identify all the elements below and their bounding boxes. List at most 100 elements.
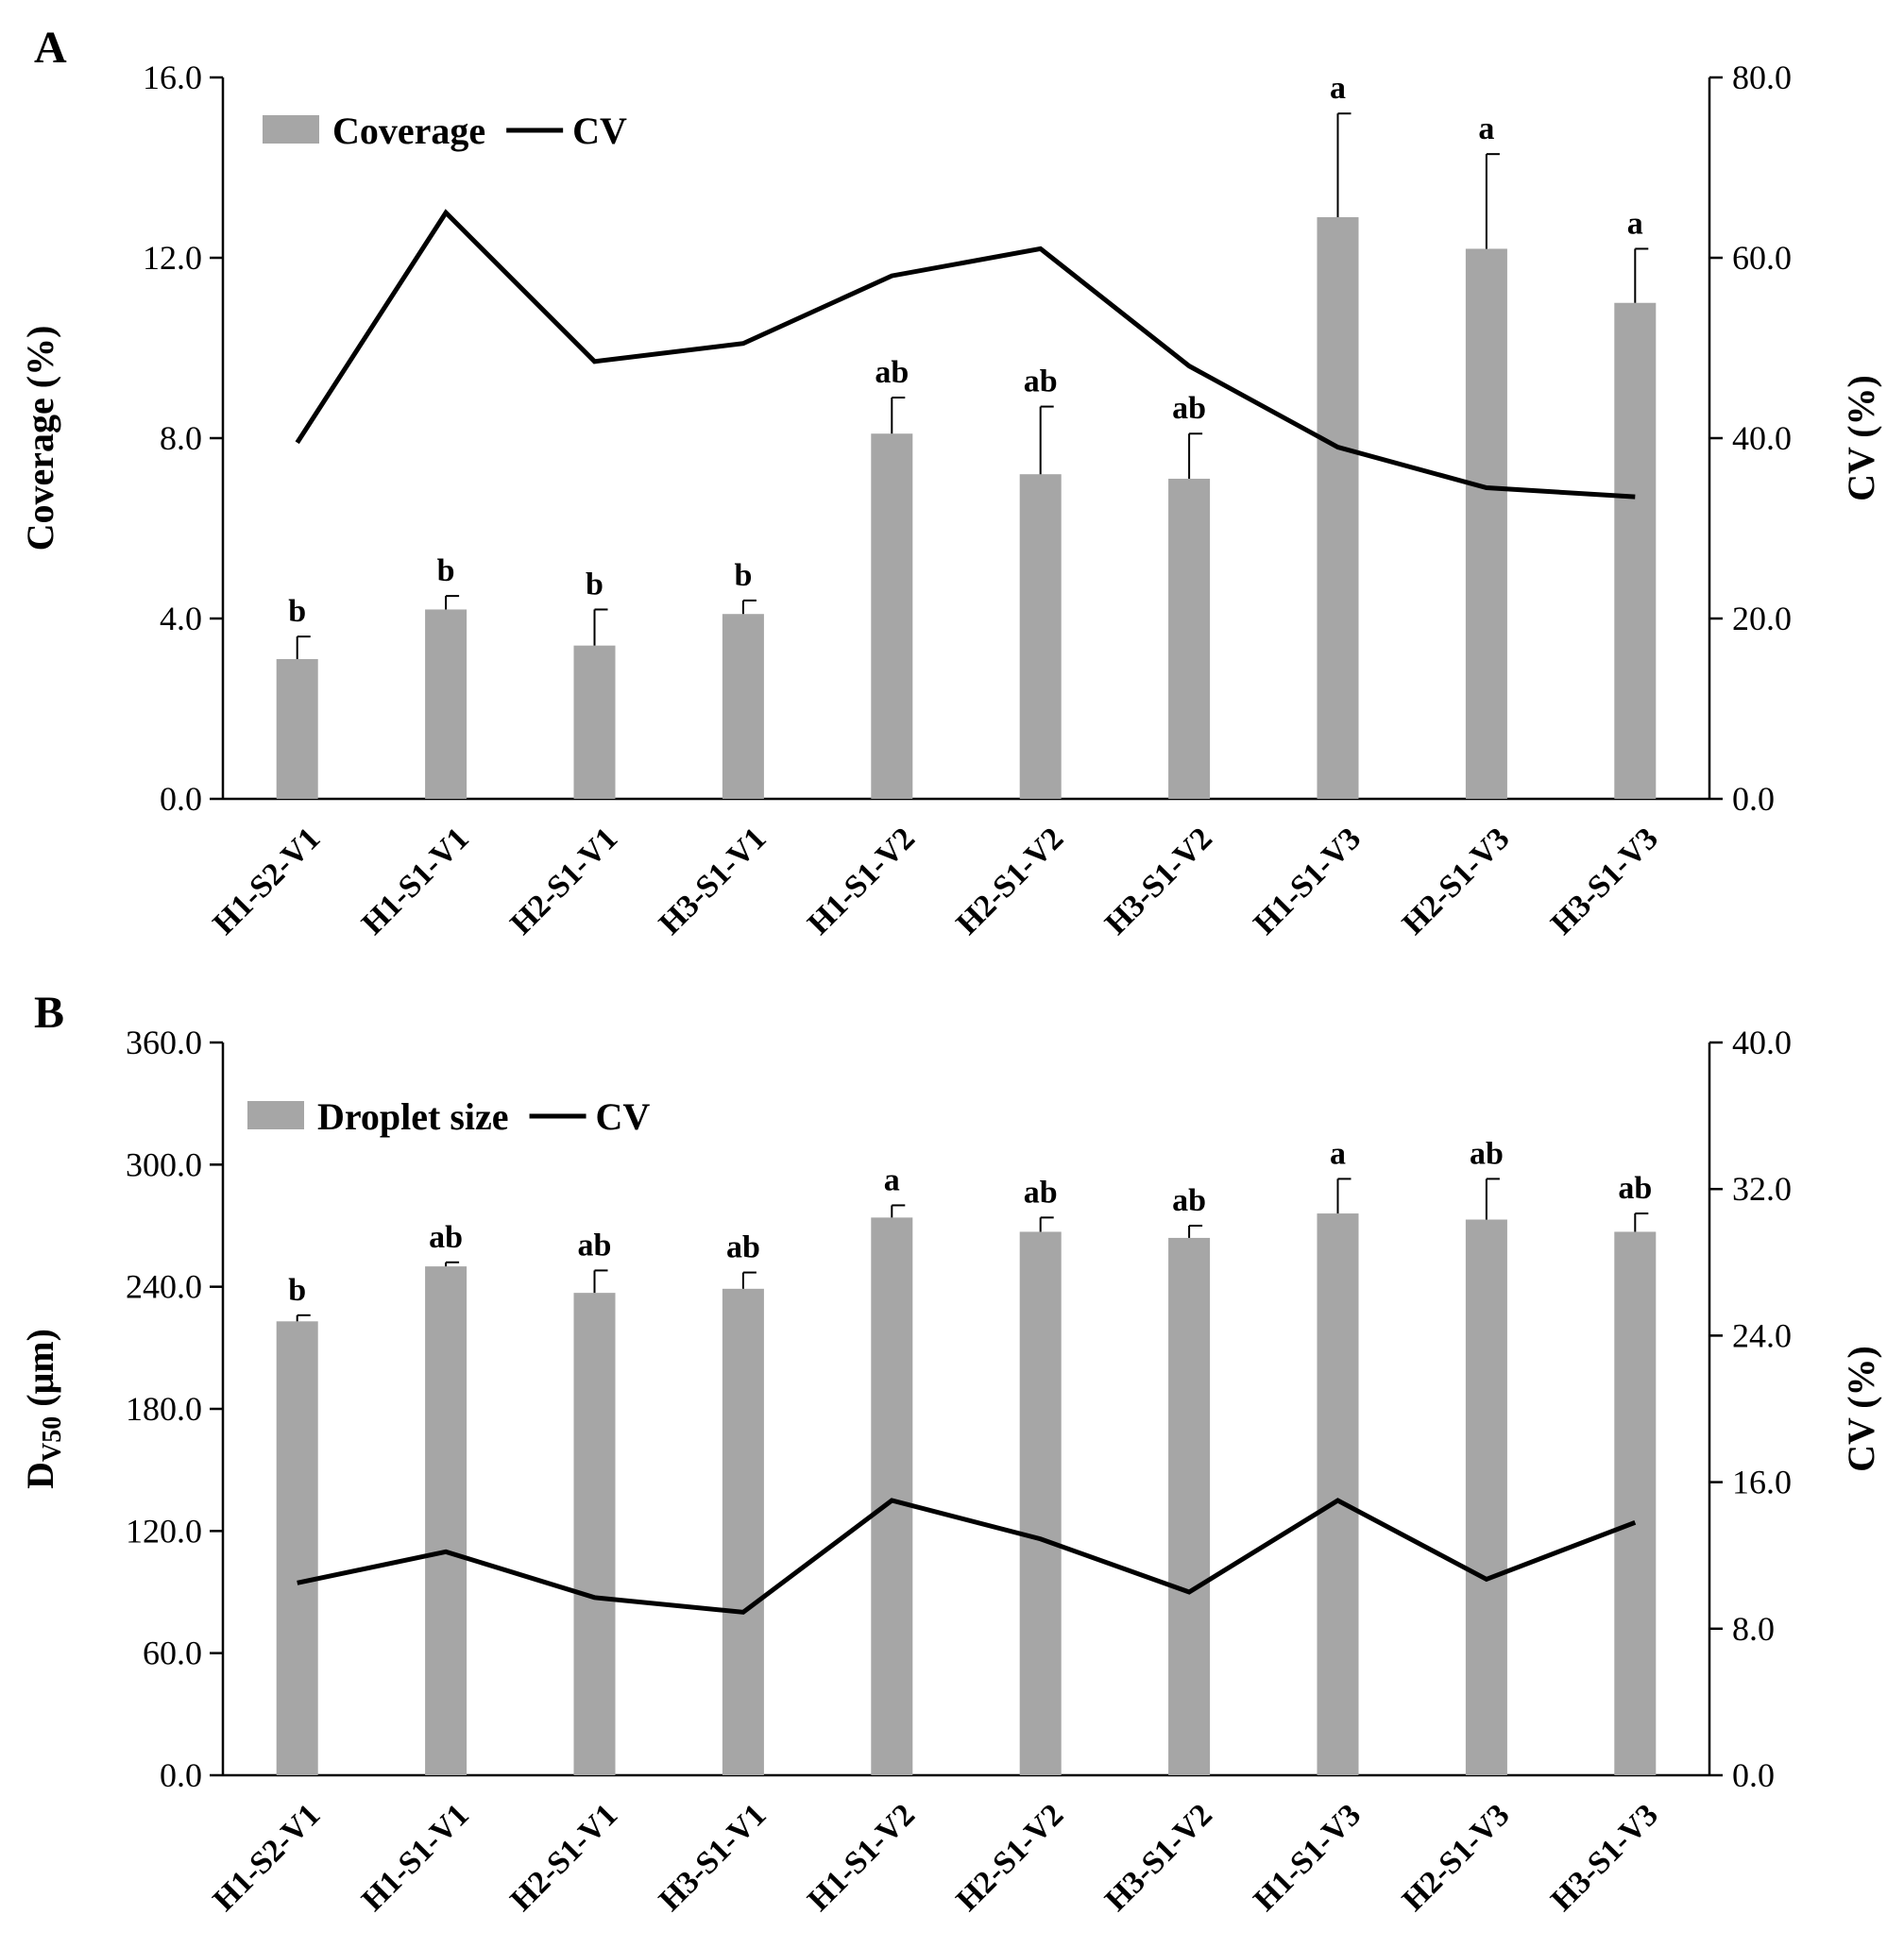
left-tick-label: 0.0 [160,1756,202,1794]
significance-label: ab [429,1220,463,1255]
bar [871,433,913,799]
legend-bar-swatch [247,1101,304,1129]
significance-label: ab [1024,364,1058,399]
significance-label: b [586,567,604,602]
significance-label: a [1478,111,1494,146]
bar [1317,1213,1359,1775]
cv-line [295,209,1636,500]
right-tick-label: 16.0 [1732,1464,1792,1501]
bar [871,1217,913,1775]
category-label: H3-S1-V2 [1098,821,1219,941]
bar [425,1266,468,1775]
bar [1465,1219,1507,1775]
legend: Coverage CV [263,110,627,152]
significance-label: ab [875,355,909,390]
left-tick-label: 180.0 [126,1390,202,1428]
significance-label: b [734,558,752,593]
right-tick-label: 32.0 [1732,1170,1792,1208]
right-tick-label: 60.0 [1732,239,1792,277]
category-label: H1-S2-V1 [207,1797,328,1918]
bar [722,1288,764,1775]
y-axis-title: DV50 (μm) [19,1329,67,1489]
bar [1168,1237,1211,1775]
significance-label: ab [1470,1136,1504,1171]
significance-label: ab [726,1230,760,1265]
cv-line [297,1498,1637,1615]
category-label: H3-S1-V1 [653,821,774,941]
y-axis-title-subscript: V50 [38,1416,67,1462]
category-label: H2-S1-V3 [1396,1797,1517,1918]
y2-axis-title: CV (%) [1840,1346,1882,1472]
bar [573,645,616,799]
right-tick-label: 80.0 [1732,59,1792,96]
category-label: H2-S1-V1 [503,821,624,941]
bar [1614,1231,1657,1775]
category-label: H3-S1-V3 [1544,821,1665,941]
bar [1168,478,1211,799]
significance-label: ab [578,1228,612,1263]
category-label: H1-S1-V1 [355,1797,476,1918]
panel-label: A [34,23,67,73]
y-axis-title-main: D [19,1462,61,1489]
category-label: H1-S1-V1 [355,821,476,941]
left-tick-label: 240.0 [126,1268,202,1306]
right-tick-label: 20.0 [1732,600,1792,637]
significance-label: ab [1172,1183,1206,1218]
left-tick-label: 12.0 [143,239,202,277]
significance-label: a [884,1162,900,1197]
legend-bar-swatch [263,115,319,144]
significance-label: a [1627,206,1643,241]
legend-bar-label: Droplet size [317,1095,509,1138]
category-label: H1-S1-V3 [1247,1797,1368,1918]
bar [276,658,318,799]
category-label: H1-S2-V1 [207,821,328,941]
bar [573,1293,616,1775]
right-tick-label: 24.0 [1732,1316,1792,1354]
right-tick-label: 0.0 [1732,780,1775,818]
right-tick-label: 0.0 [1732,1756,1775,1794]
significance-label: a [1330,1136,1346,1171]
right-tick-label: 40.0 [1732,419,1792,457]
legend-line-label: CV [596,1095,651,1138]
left-tick-label: 300.0 [126,1145,202,1183]
category-label: H3-S1-V1 [653,1797,774,1918]
y-axis-title: Coverage (%) [19,326,61,551]
y-axis-title-unit: (μm) [19,1329,61,1416]
left-tick-label: 60.0 [143,1635,202,1672]
category-label: H3-S1-V3 [1544,1797,1665,1918]
left-tick-label: 16.0 [143,59,202,96]
category-label: H2-S1-V2 [950,821,1071,941]
legend: Droplet size CV [247,1095,650,1138]
category-label: H2-S1-V1 [503,1797,624,1918]
category-label: H3-S1-V2 [1098,1797,1219,1918]
significance-label: ab [1172,391,1206,426]
bar [722,614,764,799]
category-label: H2-S1-V3 [1396,821,1517,941]
significance-label: ab [1618,1171,1652,1206]
y2-axis-title: CV (%) [1840,375,1882,501]
right-tick-label: 8.0 [1732,1610,1775,1648]
significance-label: b [288,594,306,629]
significance-label: ab [1024,1175,1058,1210]
legend-bar-label: Coverage [332,110,485,152]
bar [1019,474,1062,799]
bar [1317,217,1359,799]
left-tick-label: 120.0 [126,1512,202,1550]
left-tick-label: 8.0 [160,419,202,457]
chart-panel-b: B 0.0 60.0 120.0 180.0 240.0 300.0 360.0 0.0 8.0 1… [19,988,1882,1918]
category-label: H1-S1-V2 [801,1797,922,1918]
chart-panel-a: A 0.0 4.0 8.0 12.0 16.0 0.0 20.0 40.0 60.0 80.0 Cov… [19,23,1882,941]
right-tick-label: 40.0 [1732,1024,1792,1061]
bar [276,1321,318,1775]
significance-label: b [288,1273,306,1308]
significance-label: b [437,553,455,588]
legend-line-label: CV [572,110,627,152]
bar [425,609,468,799]
bar [1614,302,1657,799]
category-label: H1-S1-V3 [1247,821,1368,941]
category-label: H2-S1-V2 [950,1797,1071,1918]
significance-label: a [1330,71,1346,106]
left-tick-label: 4.0 [160,600,202,637]
panel-label: B [34,988,64,1038]
